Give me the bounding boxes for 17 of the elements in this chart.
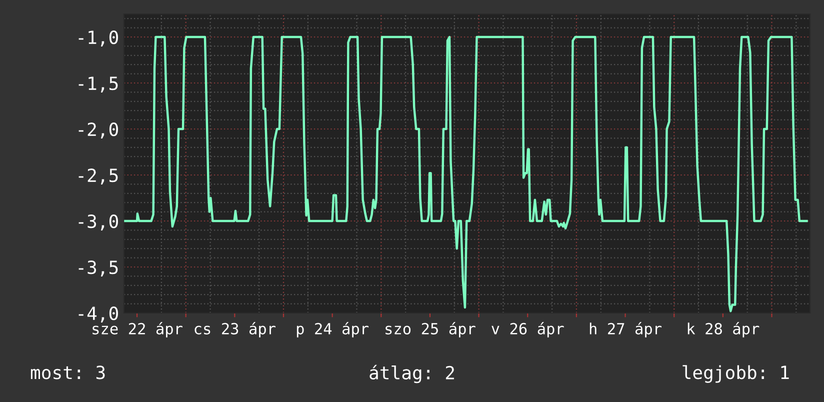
x-tick-label: sze 22 ápr: [92, 322, 182, 338]
y-tick-label: -3,0: [78, 214, 118, 230]
x-tick-label: v 26 ápr: [492, 322, 564, 338]
x-tick-label: k 28 ápr: [688, 322, 760, 338]
y-tick-label: -3,5: [78, 260, 118, 276]
x-tick-label: p 24 ápr: [296, 322, 369, 338]
text: most: 3: [30, 366, 105, 380]
y-tick-label: -1,5: [78, 76, 118, 92]
x-tick-label: cs 23 ápr: [194, 322, 276, 338]
text: legjobb: 1: [682, 365, 789, 383]
text: átlag: 2: [370, 364, 454, 384]
y-tick-label: -1,0: [78, 30, 118, 46]
x-tick-label: h 27 ápr: [590, 322, 662, 338]
y-tick-label: -2,0: [78, 122, 118, 138]
y-tick-label: -2,5: [78, 168, 118, 184]
y-tick-label: -4,0: [78, 306, 118, 322]
x-tick-label: szo 25 ápr: [386, 322, 476, 338]
